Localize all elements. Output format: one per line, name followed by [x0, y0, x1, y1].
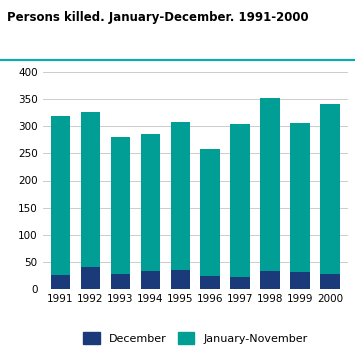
Text: Persons killed. January-December. 1991-2000: Persons killed. January-December. 1991-2… — [7, 11, 309, 24]
Bar — [320, 274, 340, 289]
Bar — [141, 271, 160, 289]
Bar — [170, 270, 190, 289]
Bar — [201, 276, 220, 289]
Bar — [260, 271, 280, 289]
Bar — [170, 122, 190, 270]
Bar — [111, 274, 130, 289]
Bar — [81, 112, 100, 267]
Bar — [141, 134, 160, 271]
Bar — [51, 116, 70, 275]
Legend: December, January-November: December, January-November — [78, 327, 313, 349]
Bar — [290, 122, 310, 272]
Bar — [111, 137, 130, 274]
Bar — [51, 275, 70, 289]
Bar — [230, 278, 250, 289]
Bar — [290, 272, 310, 289]
Bar — [81, 267, 100, 289]
Bar — [260, 97, 280, 271]
Bar — [320, 104, 340, 274]
Bar — [201, 149, 220, 276]
Bar — [230, 123, 250, 278]
